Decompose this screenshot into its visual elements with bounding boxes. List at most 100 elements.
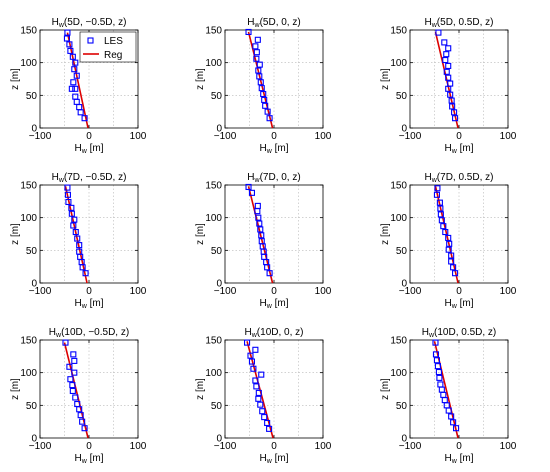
les-marker	[252, 43, 259, 50]
les-marker	[266, 270, 273, 277]
les-marker	[442, 228, 449, 236]
les-marker	[256, 73, 263, 80]
les-marker	[254, 202, 261, 209]
x-tick-label: 100	[130, 441, 147, 452]
y-tick-label: 150	[20, 336, 37, 347]
x-tick-label: 100	[500, 131, 517, 142]
les-marker	[452, 115, 459, 122]
y-tick-label: 100	[205, 213, 222, 224]
les-marker	[68, 204, 75, 211]
les-marker	[445, 62, 452, 69]
panel-title: Hw(5D, −0.5D, z)	[52, 17, 127, 29]
x-tick-label: 100	[130, 131, 147, 142]
les-marker	[71, 369, 78, 376]
les-marker	[434, 185, 441, 192]
x-tick-label: −100	[399, 441, 422, 452]
les-marker	[72, 228, 79, 236]
les-marker	[256, 61, 263, 68]
les-marker	[62, 339, 69, 346]
les-marker	[260, 90, 267, 98]
x-tick-label: 0	[86, 441, 92, 452]
legend-reg-label: Reg	[104, 50, 122, 61]
les-marker	[73, 72, 80, 79]
les-marker	[72, 59, 79, 66]
y-tick-label: 50	[211, 246, 223, 257]
y-tick-label: 50	[396, 401, 408, 412]
y-tick-label: 50	[211, 401, 223, 412]
les-marker	[438, 386, 445, 393]
les-marker	[451, 109, 458, 116]
legend-les-marker	[87, 37, 94, 44]
les-marker	[264, 108, 271, 115]
les-marker	[437, 211, 444, 218]
les-marker	[434, 363, 441, 370]
y-axis-label: z [m]	[10, 68, 21, 90]
x-tick-label: 100	[315, 286, 332, 297]
y-axis-label: z [m]	[195, 68, 206, 90]
panel-title: Hw(7D, 0.5D, z)	[425, 172, 494, 184]
les-marker	[435, 368, 442, 376]
x-tick-label: −100	[399, 286, 422, 297]
y-tick-label: 150	[390, 26, 407, 37]
panel-title: Hw(7D, 0, z)	[247, 172, 300, 184]
les-marker	[70, 351, 77, 358]
les-marker	[257, 401, 264, 408]
les-marker	[448, 252, 455, 259]
les-marker	[445, 234, 452, 241]
y-tick-label: 150	[390, 181, 407, 192]
les-marker	[67, 47, 74, 54]
x-axis-label: Hw [m]	[75, 143, 104, 155]
les-marker	[244, 339, 251, 346]
les-marker	[257, 226, 264, 233]
les-marker	[258, 238, 265, 245]
les-marker	[435, 29, 442, 36]
les-marker	[64, 184, 71, 191]
les-marker	[264, 419, 271, 427]
les-marker	[453, 425, 460, 432]
les-marker	[255, 67, 262, 74]
y-tick-label: 150	[390, 336, 407, 347]
les-marker	[449, 103, 456, 110]
x-tick-label: −100	[29, 131, 52, 142]
y-tick-label: 100	[390, 368, 407, 379]
legend-les-label: LES	[104, 36, 123, 47]
les-marker	[440, 223, 447, 230]
panel-title: Hw(5D, 0.5D, z)	[425, 17, 494, 29]
les-marker	[432, 339, 439, 346]
x-axis-label: Hw [m]	[260, 453, 289, 465]
les-marker	[65, 198, 72, 206]
les-marker	[438, 217, 445, 224]
x-axis-label: Hw [m]	[445, 143, 474, 155]
y-axis-label: z [m]	[380, 223, 391, 245]
les-marker	[81, 425, 88, 432]
les-marker	[72, 85, 79, 92]
les-marker	[250, 365, 257, 372]
y-tick-label: 100	[20, 213, 37, 224]
les-marker	[437, 381, 444, 388]
y-tick-label: 50	[396, 246, 408, 257]
les-marker	[79, 418, 86, 425]
les-marker	[76, 104, 83, 111]
les-marker	[452, 270, 459, 277]
les-marker	[248, 189, 255, 196]
x-tick-label: 0	[456, 286, 462, 297]
regression-line	[247, 186, 274, 284]
x-tick-label: 100	[500, 441, 517, 452]
les-marker	[71, 66, 78, 73]
y-tick-label: 100	[390, 58, 407, 69]
les-marker	[450, 264, 457, 271]
les-marker	[73, 98, 80, 105]
x-tick-label: 100	[315, 131, 332, 142]
les-marker	[72, 93, 79, 100]
les-marker	[66, 41, 73, 48]
x-axis-label: Hw [m]	[445, 298, 474, 310]
les-marker	[255, 389, 262, 396]
y-tick-label: 0	[31, 124, 37, 135]
les-marker	[448, 413, 455, 420]
x-axis-label: Hw [m]	[75, 453, 104, 465]
les-marker	[440, 391, 447, 398]
